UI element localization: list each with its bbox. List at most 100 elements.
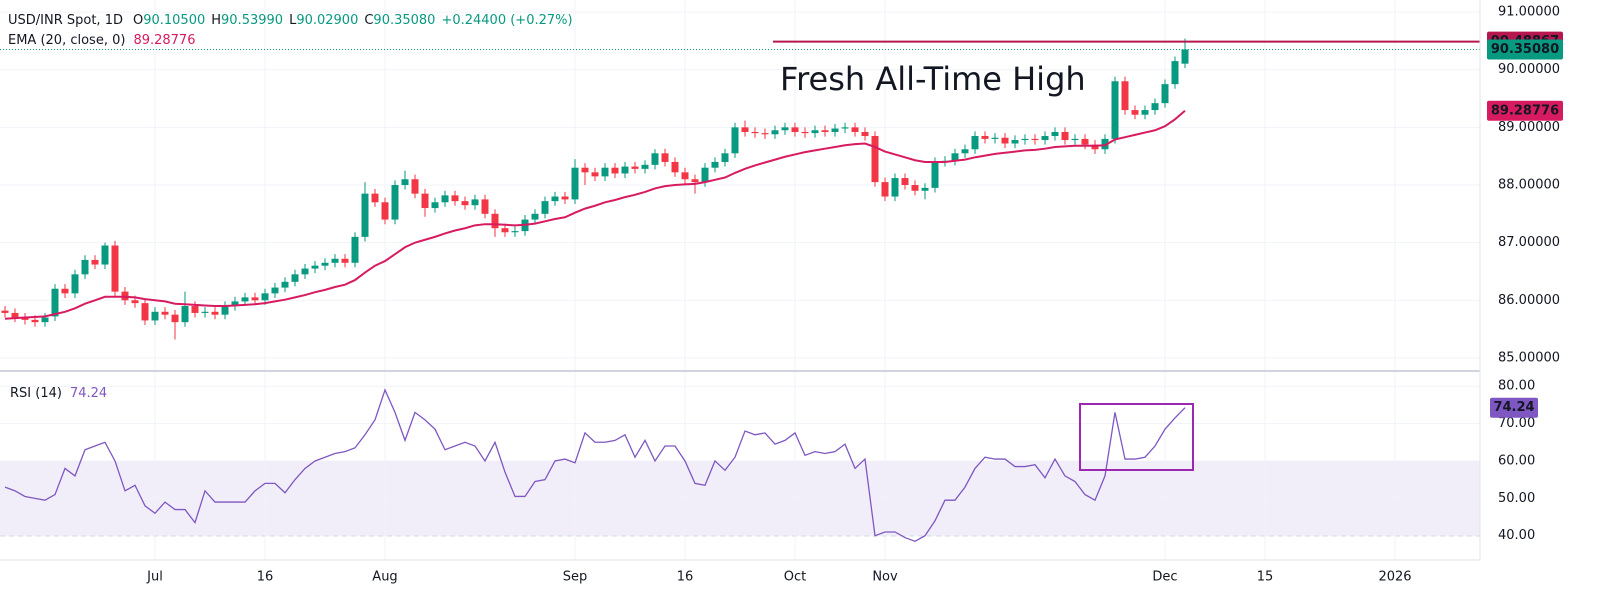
candle-body: [361, 193, 369, 237]
rsi-tag-bg: [1490, 397, 1538, 418]
candle-body: [1181, 49, 1189, 64]
candle-body: [701, 167, 709, 183]
legend-rsi: RSI (14) 74.24: [10, 386, 107, 401]
candle-body: [321, 262, 329, 266]
candle-body: [591, 172, 599, 177]
candle-body: [821, 130, 829, 132]
candle-body: [561, 196, 569, 200]
candle-body: [581, 167, 589, 173]
candle-body: [101, 245, 109, 265]
candle-body: [811, 130, 819, 134]
candle-body: [221, 306, 229, 315]
candle-body: [1091, 144, 1099, 150]
price-tag: 90.35080: [1491, 42, 1559, 57]
candle-body: [481, 199, 489, 214]
y-tick-label: 91.00000: [1498, 5, 1560, 20]
candle-body: [311, 265, 319, 269]
candle-body: [741, 127, 749, 132]
candle-body: [901, 178, 909, 185]
candle-body: [1031, 138, 1039, 141]
candle-body: [761, 133, 769, 135]
candle-body: [1001, 137, 1009, 144]
candle-body: [11, 312, 19, 318]
candle-body: [711, 161, 719, 168]
candle-body: [1071, 138, 1079, 141]
candle-body: [141, 303, 149, 321]
candle-body: [201, 311, 209, 313]
candle-body: [351, 236, 359, 263]
ohlc-value: 90.53990: [221, 13, 283, 28]
candle-body: [861, 131, 869, 137]
candle-body: [611, 167, 619, 174]
candle-body: [1041, 136, 1049, 141]
candle-body: [41, 317, 49, 323]
y-tick-label: 40.00: [1498, 528, 1535, 543]
candle-body: [371, 193, 379, 203]
candle-body: [1131, 110, 1139, 115]
x-tick-label: 2026: [1378, 570, 1411, 585]
candle-body: [1111, 81, 1119, 139]
candle-body: [771, 130, 779, 135]
x-tick-label: 16: [677, 570, 694, 585]
candle-body: [451, 195, 459, 202]
candle-body: [551, 196, 559, 202]
candle-body: [111, 245, 119, 292]
rsi-tag: 74.24: [1493, 400, 1534, 415]
candle-body: [671, 161, 679, 173]
candle-body: [381, 202, 389, 220]
rsi-line: [4, 388, 1186, 543]
candle-body: [31, 319, 39, 323]
candle-body: [721, 153, 729, 162]
candle-body: [241, 297, 249, 302]
candle-body: [131, 300, 139, 304]
candle-body: [681, 172, 689, 180]
candle-body: [731, 127, 739, 154]
candle-body: [271, 287, 279, 294]
candle-body: [571, 167, 579, 200]
candle-body: [291, 274, 299, 282]
x-tick-label: Dec: [1152, 570, 1177, 585]
candle-body: [851, 127, 859, 132]
candle-body: [781, 127, 789, 131]
candle-body: [1141, 110, 1149, 115]
candle-body: [891, 178, 899, 197]
y-tick-label: 88.00000: [1498, 178, 1560, 193]
candle-body: [1021, 138, 1029, 141]
candle-body: [441, 195, 449, 203]
y-tick-label: 50.00: [1498, 491, 1535, 506]
candle-body: [1121, 81, 1129, 111]
candle-body: [1171, 61, 1179, 85]
y-tick-label: 86.00000: [1498, 293, 1560, 308]
candle-body: [641, 164, 649, 169]
candle-body: [841, 127, 849, 129]
candle-body: [831, 128, 839, 132]
candle-body: [651, 153, 659, 165]
candle-body: [1161, 84, 1169, 104]
candle-body: [791, 127, 799, 132]
ema-tag-bg: [1487, 100, 1563, 121]
legend-ohlc: USD/INR Spot, 1D O90.10500 H90.53990 L90.02…: [8, 13, 573, 28]
candle-body: [261, 293, 269, 301]
candle-body: [211, 311, 219, 315]
y-tick-label: 87.00000: [1498, 235, 1560, 250]
candle-body: [181, 306, 189, 323]
candle-body: [931, 161, 939, 188]
ohlc-key: H: [211, 13, 221, 28]
chart-title: USD/INR Spot, 1D: [8, 13, 123, 28]
x-tick-label: Oct: [784, 570, 806, 585]
x-tick-label: Aug: [372, 570, 397, 585]
candle-body: [411, 179, 419, 194]
candle-body: [301, 268, 309, 275]
y-tick-label: 70.00: [1498, 416, 1535, 431]
candle-body: [981, 136, 989, 139]
ema-value: 89.28776: [133, 33, 195, 48]
candle-body: [531, 213, 539, 220]
candle-body: [251, 297, 259, 301]
ohlc-value: 90.10500: [143, 13, 205, 28]
candle-body: [951, 153, 959, 161]
candle-body: [1151, 103, 1159, 111]
candle-body: [151, 311, 159, 321]
candle-body: [541, 201, 549, 214]
